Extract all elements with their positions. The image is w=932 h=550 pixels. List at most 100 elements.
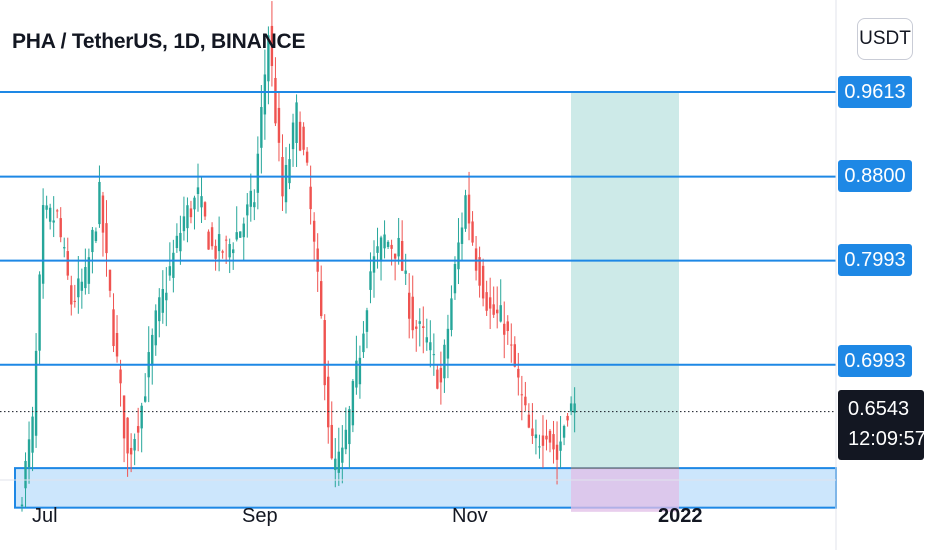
candle-body	[59, 218, 62, 238]
candle-body	[464, 195, 467, 229]
candle-body	[362, 333, 365, 353]
x-tick-jul: Jul	[32, 505, 58, 527]
candle-body	[485, 292, 488, 311]
candle-body	[418, 321, 421, 324]
candle-body	[182, 216, 186, 232]
candle-body	[446, 328, 450, 359]
candle-body	[112, 309, 115, 347]
candle-body	[295, 102, 298, 143]
candle-body	[291, 122, 295, 150]
candle-body	[249, 190, 252, 207]
candle-body	[228, 244, 231, 258]
candle-body	[457, 242, 460, 270]
candle-body	[63, 247, 66, 249]
level-label-0: 0.9613	[838, 76, 912, 108]
candle-body	[474, 248, 478, 271]
candle-body	[179, 232, 182, 252]
candle-body	[408, 292, 411, 319]
candle-body	[524, 396, 527, 406]
candle-body	[492, 304, 495, 315]
candle-body	[538, 446, 541, 448]
candle-body	[126, 417, 129, 454]
candle-body	[284, 164, 288, 203]
candle-body	[305, 151, 309, 163]
candle-body	[217, 234, 221, 252]
chart-title: PHA / TetherUS, 1D, BINANCE	[12, 30, 306, 53]
candle-body	[168, 266, 172, 276]
candle-body	[172, 252, 175, 278]
candle-body	[344, 429, 348, 450]
x-tick-2022: 2022	[658, 505, 703, 527]
candle-body	[573, 403, 576, 413]
candle-body	[351, 381, 355, 426]
horizontal-levels[interactable]	[0, 91, 836, 413]
candle-body	[534, 434, 538, 439]
last-price-box: 0.6543 12:09:57	[838, 390, 926, 460]
candle-body	[136, 426, 140, 433]
candle-body	[513, 344, 516, 367]
level-label-1: 0.8800	[838, 160, 912, 192]
candle-body	[400, 241, 404, 271]
candle-body	[429, 342, 432, 351]
level-label-2: 0.7993	[838, 244, 912, 276]
candle-body	[129, 447, 133, 455]
candle-body	[499, 305, 502, 322]
candle-body	[98, 181, 101, 225]
candle-body	[390, 244, 393, 249]
candle-body	[517, 368, 520, 378]
candle-body	[436, 369, 439, 389]
currency-button[interactable]: USDT	[857, 18, 913, 60]
candle-body	[48, 207, 52, 222]
candle-body	[510, 344, 513, 346]
candle-body	[404, 270, 407, 274]
candle-body	[80, 281, 84, 291]
candle-body	[372, 256, 376, 273]
candle-body	[73, 300, 76, 302]
candle-body	[158, 297, 161, 322]
candle-body	[175, 235, 179, 249]
candle-body	[355, 360, 358, 388]
candle-body	[379, 237, 383, 262]
candle-body	[309, 186, 312, 210]
candle-body	[443, 344, 446, 379]
candle-body	[439, 367, 443, 383]
candle-body	[569, 403, 573, 412]
candle-body	[133, 438, 136, 451]
candle-body	[481, 265, 485, 299]
position-stop-zone	[571, 468, 679, 512]
candle-body	[41, 205, 45, 284]
candle-body	[34, 350, 38, 436]
candle-body	[411, 296, 414, 331]
candle-body	[386, 241, 390, 247]
candle-body	[415, 326, 418, 329]
candle-body	[358, 357, 362, 385]
candle-body	[203, 202, 207, 217]
candle-body	[531, 428, 534, 436]
candle-body	[541, 435, 545, 446]
candle-body	[161, 289, 164, 313]
candle-body	[330, 424, 333, 459]
bar-countdown: 12:09:57	[848, 428, 926, 450]
candle-body	[288, 159, 291, 184]
candle-body	[256, 153, 260, 193]
drawing-zones[interactable]	[14, 92, 837, 512]
candle-body	[270, 25, 274, 67]
candle-body	[274, 77, 277, 124]
candle-body	[140, 405, 143, 429]
candle-body	[189, 208, 193, 218]
candle-body	[31, 416, 34, 453]
candle-body	[393, 253, 397, 259]
candle-body	[122, 395, 126, 439]
candle-body	[45, 205, 48, 210]
candle-body	[432, 354, 436, 356]
candle-body	[323, 320, 326, 386]
candle-body	[239, 231, 242, 238]
candle-body	[186, 205, 189, 229]
candle-body	[365, 310, 369, 332]
candle-body	[154, 310, 157, 346]
candle-body	[210, 227, 214, 247]
candle-body	[263, 74, 267, 115]
candle-body	[224, 239, 228, 241]
level-label-3: 0.6993	[838, 345, 912, 377]
